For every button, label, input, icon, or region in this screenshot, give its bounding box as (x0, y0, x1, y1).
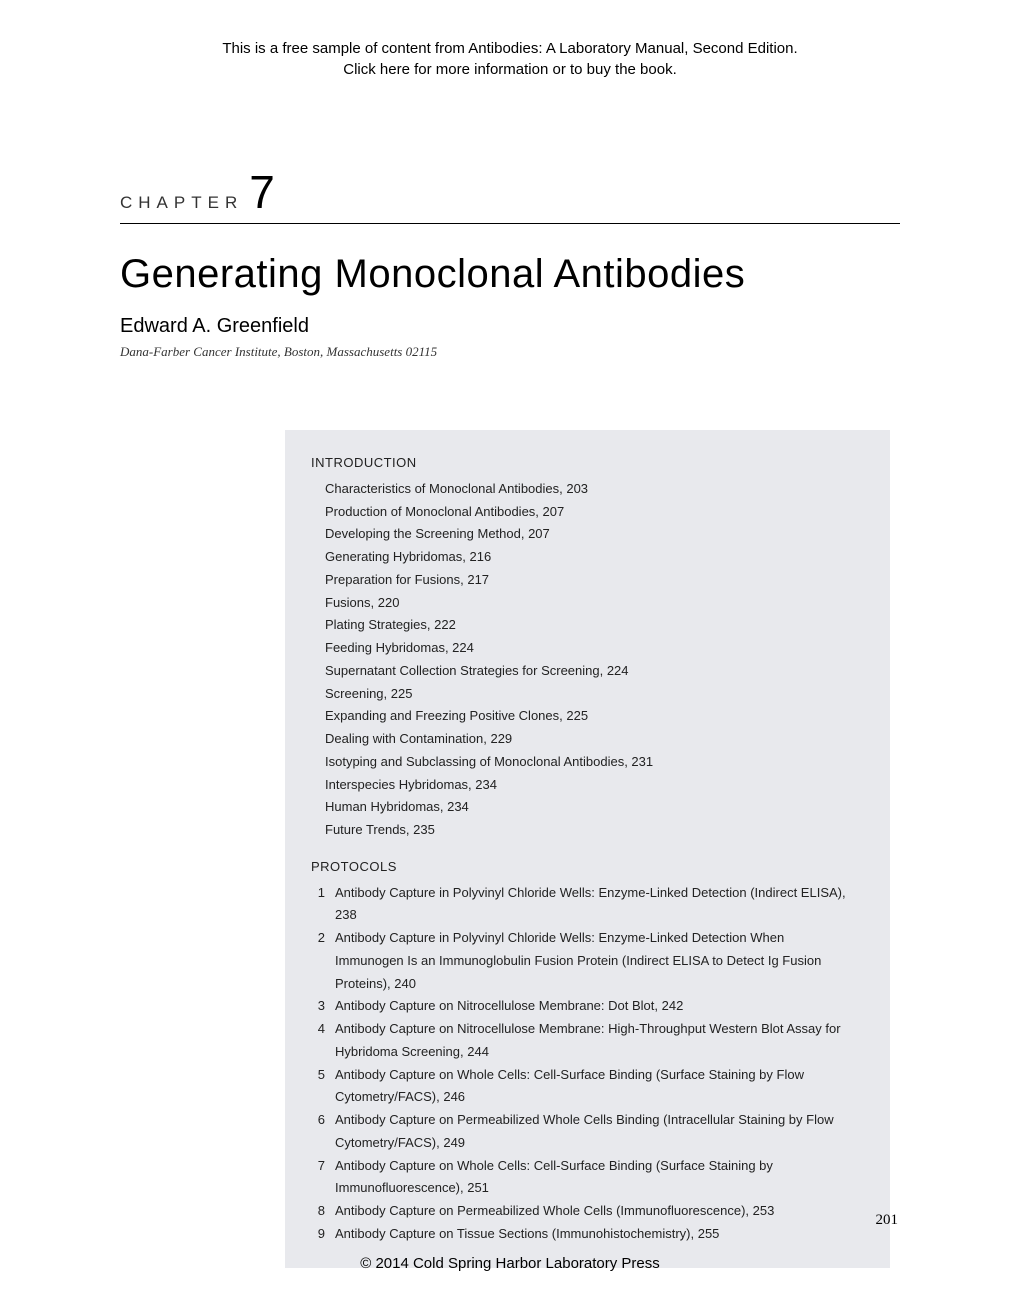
sample-header-line2[interactable]: Click here for more information or to bu… (0, 59, 1020, 80)
protocols-list: 1 Antibody Capture in Polyvinyl Chloride… (311, 882, 864, 1246)
intro-item: Fusions, 220 (325, 592, 864, 615)
protocol-item: 4 Antibody Capture on Nitrocellulose Mem… (311, 1018, 864, 1064)
protocol-text: Antibody Capture on Whole Cells: Cell-Su… (335, 1064, 864, 1110)
intro-item: Preparation for Fusions, 217 (325, 569, 864, 592)
protocol-text: Antibody Capture on Permeabilized Whole … (335, 1109, 864, 1155)
page-content: CHAPTER 7 Generating Monoclonal Antibodi… (0, 80, 1020, 1268)
author-affiliation: Dana-Farber Cancer Institute, Boston, Ma… (120, 344, 900, 360)
intro-item: Production of Monoclonal Antibodies, 207 (325, 501, 864, 524)
protocol-text: Antibody Capture on Nitrocellulose Membr… (335, 1018, 864, 1064)
page-title: Generating Monoclonal Antibodies (120, 252, 900, 297)
intro-item: Human Hybridomas, 234 (325, 796, 864, 819)
intro-item: Screening, 225 (325, 683, 864, 706)
author-name: Edward A. Greenfield (120, 315, 900, 338)
copyright-notice: © 2014 Cold Spring Harbor Laboratory Pre… (0, 1255, 1020, 1272)
chapter-divider (120, 223, 900, 224)
protocol-number: 8 (311, 1200, 335, 1223)
protocol-item: 3 Antibody Capture on Nitrocellulose Mem… (311, 995, 864, 1018)
introduction-list: Characteristics of Monoclonal Antibodies… (325, 478, 864, 842)
intro-item: Dealing with Contamination, 229 (325, 728, 864, 751)
chapter-number: 7 (249, 166, 275, 218)
protocol-text: Antibody Capture on Whole Cells: Cell-Su… (335, 1155, 864, 1201)
protocol-item: 1 Antibody Capture in Polyvinyl Chloride… (311, 882, 864, 928)
sample-header-line1: This is a free sample of content from An… (0, 38, 1020, 59)
protocol-number: 2 (311, 927, 335, 950)
protocol-number: 9 (311, 1223, 335, 1246)
protocol-number: 7 (311, 1155, 335, 1178)
intro-item: Future Trends, 235 (325, 819, 864, 842)
chapter-label: CHAPTER (120, 193, 243, 212)
protocol-number: 3 (311, 995, 335, 1018)
protocol-number: 4 (311, 1018, 335, 1041)
protocol-text: Antibody Capture in Polyvinyl Chloride W… (335, 927, 864, 995)
protocol-number: 6 (311, 1109, 335, 1132)
toc-box: INTRODUCTION Characteristics of Monoclon… (285, 430, 890, 1268)
protocol-number: 5 (311, 1064, 335, 1087)
chapter-heading: CHAPTER 7 (120, 165, 900, 219)
intro-item: Characteristics of Monoclonal Antibodies… (325, 478, 864, 501)
protocol-item: 5 Antibody Capture on Whole Cells: Cell-… (311, 1064, 864, 1110)
protocols-heading: PROTOCOLS (311, 856, 864, 879)
intro-item: Generating Hybridomas, 216 (325, 546, 864, 569)
protocol-item: 6 Antibody Capture on Permeabilized Whol… (311, 1109, 864, 1155)
protocol-text: Antibody Capture on Tissue Sections (Imm… (335, 1223, 864, 1246)
protocol-text: Antibody Capture on Nitrocellulose Membr… (335, 995, 864, 1018)
protocol-item: 8 Antibody Capture on Permeabilized Whol… (311, 1200, 864, 1223)
sample-header: This is a free sample of content from An… (0, 0, 1020, 80)
intro-item: Interspecies Hybridomas, 234 (325, 774, 864, 797)
introduction-heading: INTRODUCTION (311, 452, 864, 475)
intro-item: Plating Strategies, 222 (325, 614, 864, 637)
intro-item: Supernatant Collection Strategies for Sc… (325, 660, 864, 683)
protocol-item: 2 Antibody Capture in Polyvinyl Chloride… (311, 927, 864, 995)
protocol-number: 1 (311, 882, 335, 905)
intro-item: Feeding Hybridomas, 224 (325, 637, 864, 660)
intro-item: Developing the Screening Method, 207 (325, 523, 864, 546)
protocol-item: 7 Antibody Capture on Whole Cells: Cell-… (311, 1155, 864, 1201)
page-number: 201 (876, 1212, 899, 1229)
intro-item: Expanding and Freezing Positive Clones, … (325, 705, 864, 728)
intro-item: Isotyping and Subclassing of Monoclonal … (325, 751, 864, 774)
protocol-text: Antibody Capture in Polyvinyl Chloride W… (335, 882, 864, 928)
protocol-text: Antibody Capture on Permeabilized Whole … (335, 1200, 864, 1223)
protocol-item: 9 Antibody Capture on Tissue Sections (I… (311, 1223, 864, 1246)
